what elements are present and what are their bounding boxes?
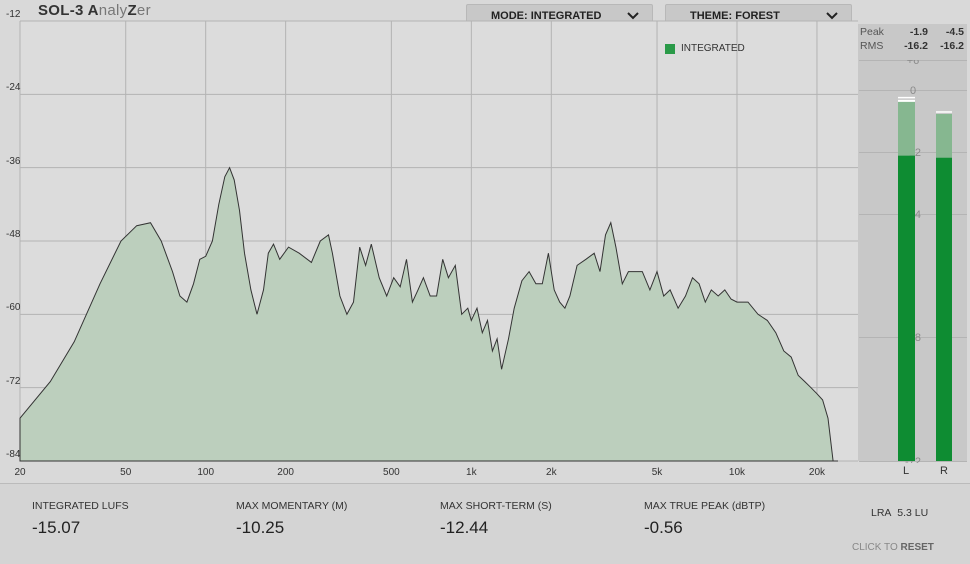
legend-label: INTEGRATED (681, 43, 745, 54)
meter-r-rms-bar (936, 157, 952, 461)
x-tick-label: 1k (466, 467, 477, 478)
chevron-down-icon (627, 12, 639, 20)
x-tick-label: 20 (14, 467, 26, 478)
peak-rms-readout: Peak -1.9 -4.5 RMS -16.2 -16.2 (860, 25, 966, 53)
max-true-peak: MAX TRUE PEAK (dBTP) -0.56 (644, 500, 765, 538)
lra-readout: LRA 5.3 LU (871, 507, 928, 519)
y-tick-label: -12 (6, 9, 21, 20)
peak-l-value: -1.9 (909, 26, 928, 38)
legend-swatch (665, 43, 675, 54)
max-momentary-label: MAX MOMENTARY (M) (236, 500, 348, 512)
stats-bar: INTEGRATED LUFS -15.07 MAX MOMENTARY (M)… (0, 483, 970, 564)
chevron-down-icon (826, 12, 838, 20)
meter-scale-label: 0 (910, 85, 916, 97)
peak-label: Peak (860, 26, 884, 38)
max-momentary-value: -10.25 (236, 518, 285, 537)
app-title: SOL-3 AnalyZer (38, 2, 151, 19)
y-tick-label: -36 (6, 155, 21, 167)
y-tick-label: -84 (6, 449, 21, 460)
level-meters: +60-12-24-48-72 (859, 60, 967, 463)
x-tick-label: 5k (651, 467, 663, 478)
max-short-term: MAX SHORT-TERM (S) -12.44 (440, 500, 552, 538)
max-momentary: MAX MOMENTARY (M) -10.25 (236, 500, 347, 538)
integrated-lufs-value: -15.07 (32, 518, 81, 537)
max-true-peak-value: -0.56 (644, 518, 683, 537)
y-tick-label: -48 (6, 229, 21, 240)
lra-label: LRA (871, 507, 892, 519)
meter-scale-label: +6 (907, 60, 920, 67)
y-tick-label: -60 (6, 302, 21, 314)
meter-r-label: R (940, 465, 948, 477)
spectrum-chart (19, 20, 858, 462)
rms-label: RMS (860, 40, 884, 52)
x-tick-label: 500 (383, 467, 400, 478)
meter-l-label: L (903, 465, 910, 477)
spectrum-area (19, 166, 838, 462)
y-tick-label: -72 (6, 375, 21, 387)
reset-prefix: CLICK TO (852, 542, 901, 553)
rms-r-value: -16.2 (940, 40, 964, 52)
max-short-term-value: -12.44 (440, 518, 489, 537)
x-tick-label: 50 (120, 467, 132, 478)
peak-r-value: -4.5 (945, 26, 964, 38)
x-tick-label: 100 (197, 467, 215, 478)
mode-dropdown-label: MODE: INTEGRATED (491, 10, 602, 22)
lra-value: 5.3 LU (897, 507, 929, 519)
y-tick-label: -24 (6, 82, 21, 94)
theme-dropdown-label: THEME: FOREST (690, 10, 780, 22)
meter-l-rms-bar (898, 155, 915, 461)
integrated-lufs-label: INTEGRATED LUFS (32, 500, 129, 512)
legend: INTEGRATED (665, 43, 745, 54)
meter-l-peak-bar (898, 100, 915, 156)
x-tick-label: 10k (728, 467, 746, 478)
x-tick-label: 20k (808, 467, 826, 478)
x-tick-label: 200 (277, 467, 294, 478)
x-tick-label: 2k (546, 467, 557, 478)
max-true-peak-label: MAX TRUE PEAK (dBTP) (644, 500, 766, 512)
reset-label: RESET (900, 542, 934, 553)
integrated-lufs: INTEGRATED LUFS -15.07 (32, 500, 129, 538)
meter-r-peak-bar (936, 113, 952, 158)
reset-button[interactable]: CLICK TO RESET (852, 542, 934, 553)
max-short-term-label: MAX SHORT-TERM (S) (440, 500, 552, 512)
rms-l-value: -16.2 (904, 40, 928, 52)
